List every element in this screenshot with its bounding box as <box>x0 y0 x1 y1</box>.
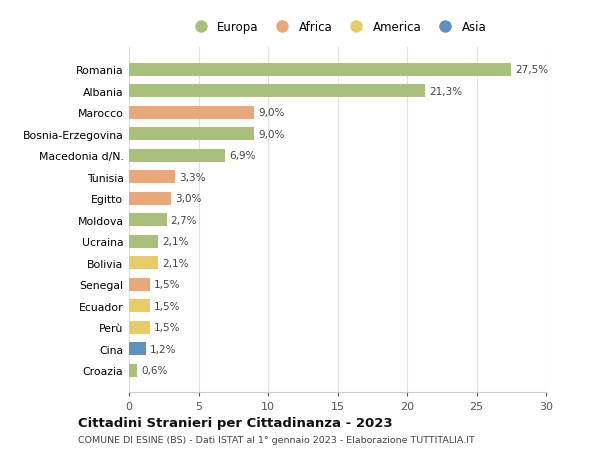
Text: 2,7%: 2,7% <box>170 215 197 225</box>
Text: 9,0%: 9,0% <box>258 108 284 118</box>
Bar <box>129 171 175 184</box>
Text: 0,6%: 0,6% <box>142 365 168 375</box>
Bar <box>129 128 254 141</box>
Text: 1,5%: 1,5% <box>154 280 181 290</box>
Bar <box>129 342 146 355</box>
Text: 9,0%: 9,0% <box>258 129 284 140</box>
Bar <box>129 192 170 205</box>
Text: 1,5%: 1,5% <box>154 301 181 311</box>
Bar <box>129 364 137 377</box>
Text: 3,3%: 3,3% <box>179 173 206 182</box>
Bar <box>129 150 225 162</box>
Bar <box>129 64 511 77</box>
Legend: Europa, Africa, America, Asia: Europa, Africa, America, Asia <box>184 16 491 39</box>
Bar <box>129 106 254 120</box>
Text: 21,3%: 21,3% <box>429 87 463 97</box>
Text: 1,5%: 1,5% <box>154 323 181 332</box>
Text: 2,1%: 2,1% <box>163 237 189 247</box>
Bar <box>129 257 158 269</box>
Text: 6,9%: 6,9% <box>229 151 256 161</box>
Text: 3,0%: 3,0% <box>175 194 201 204</box>
Bar <box>129 214 167 227</box>
Bar <box>129 321 150 334</box>
Bar <box>129 235 158 248</box>
Bar <box>129 85 425 98</box>
Text: 1,2%: 1,2% <box>150 344 176 354</box>
Text: 2,1%: 2,1% <box>163 258 189 268</box>
Bar <box>129 278 150 291</box>
Text: 27,5%: 27,5% <box>515 65 548 75</box>
Bar <box>129 300 150 313</box>
Text: Cittadini Stranieri per Cittadinanza - 2023: Cittadini Stranieri per Cittadinanza - 2… <box>78 416 392 429</box>
Text: COMUNE DI ESINE (BS) - Dati ISTAT al 1° gennaio 2023 - Elaborazione TUTTITALIA.I: COMUNE DI ESINE (BS) - Dati ISTAT al 1° … <box>78 435 475 443</box>
